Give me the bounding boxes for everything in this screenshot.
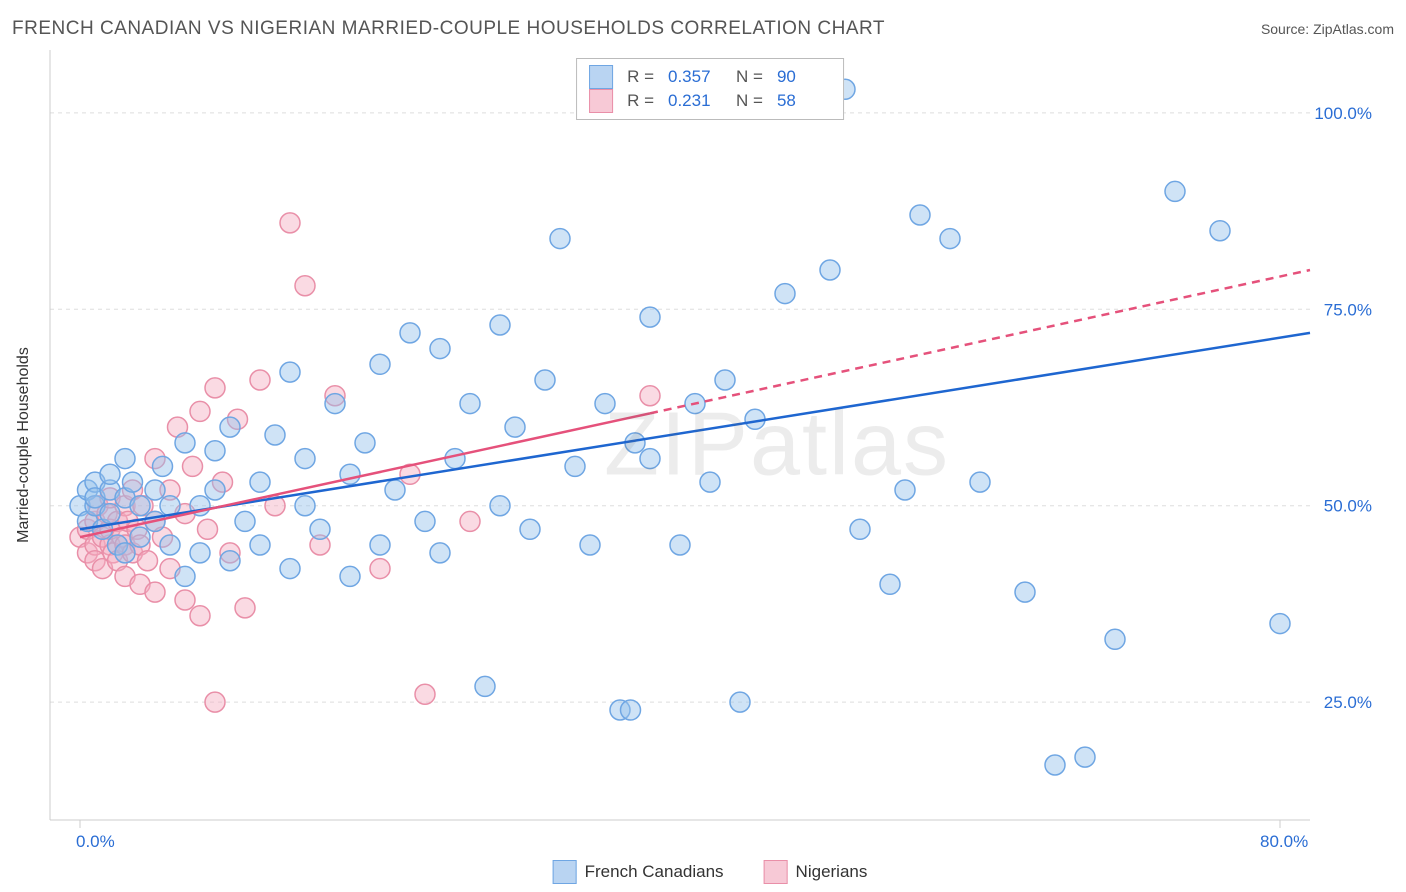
r-label: R =	[627, 91, 654, 111]
svg-text:75.0%: 75.0%	[1324, 300, 1372, 319]
n-label: N =	[736, 91, 763, 111]
swatch-icon	[589, 65, 613, 89]
scatter-chart: 25.0% 50.0% 75.0% 100.0%	[40, 50, 1380, 840]
legend-row: R = 0.357 N = 90	[589, 65, 831, 89]
svg-text:100.0%: 100.0%	[1314, 104, 1372, 123]
n-value: 90	[777, 67, 831, 87]
legend-label: French Canadians	[585, 862, 724, 882]
legend-stats: R = 0.357 N = 90 R = 0.231 N = 58	[576, 58, 844, 120]
n-value: 58	[777, 91, 831, 111]
r-value: 0.231	[668, 91, 722, 111]
swatch-icon	[589, 89, 613, 113]
plot-area: Married-couple Households 25.0%50.0%75.0…	[40, 50, 1380, 840]
svg-text:50.0%: 50.0%	[1324, 497, 1372, 516]
legend-series: French Canadians Nigerians	[553, 860, 868, 884]
chart-title: FRENCH CANADIAN VS NIGERIAN MARRIED-COUP…	[12, 18, 885, 40]
x-tick-label: 80.0%	[1260, 832, 1308, 852]
svg-text:25.0%: 25.0%	[1324, 693, 1372, 712]
legend-item: Nigerians	[764, 860, 868, 884]
source-label: Source: ZipAtlas.com	[1261, 21, 1394, 37]
legend-item: French Canadians	[553, 860, 724, 884]
r-label: R =	[627, 67, 654, 87]
y-axis-label: Married-couple Households	[15, 347, 33, 543]
swatch-icon	[553, 860, 577, 884]
legend-label: Nigerians	[796, 862, 868, 882]
swatch-icon	[764, 860, 788, 884]
r-value: 0.357	[668, 67, 722, 87]
n-label: N =	[736, 67, 763, 87]
x-tick-label: 0.0%	[76, 832, 115, 852]
legend-row: R = 0.231 N = 58	[589, 89, 831, 113]
